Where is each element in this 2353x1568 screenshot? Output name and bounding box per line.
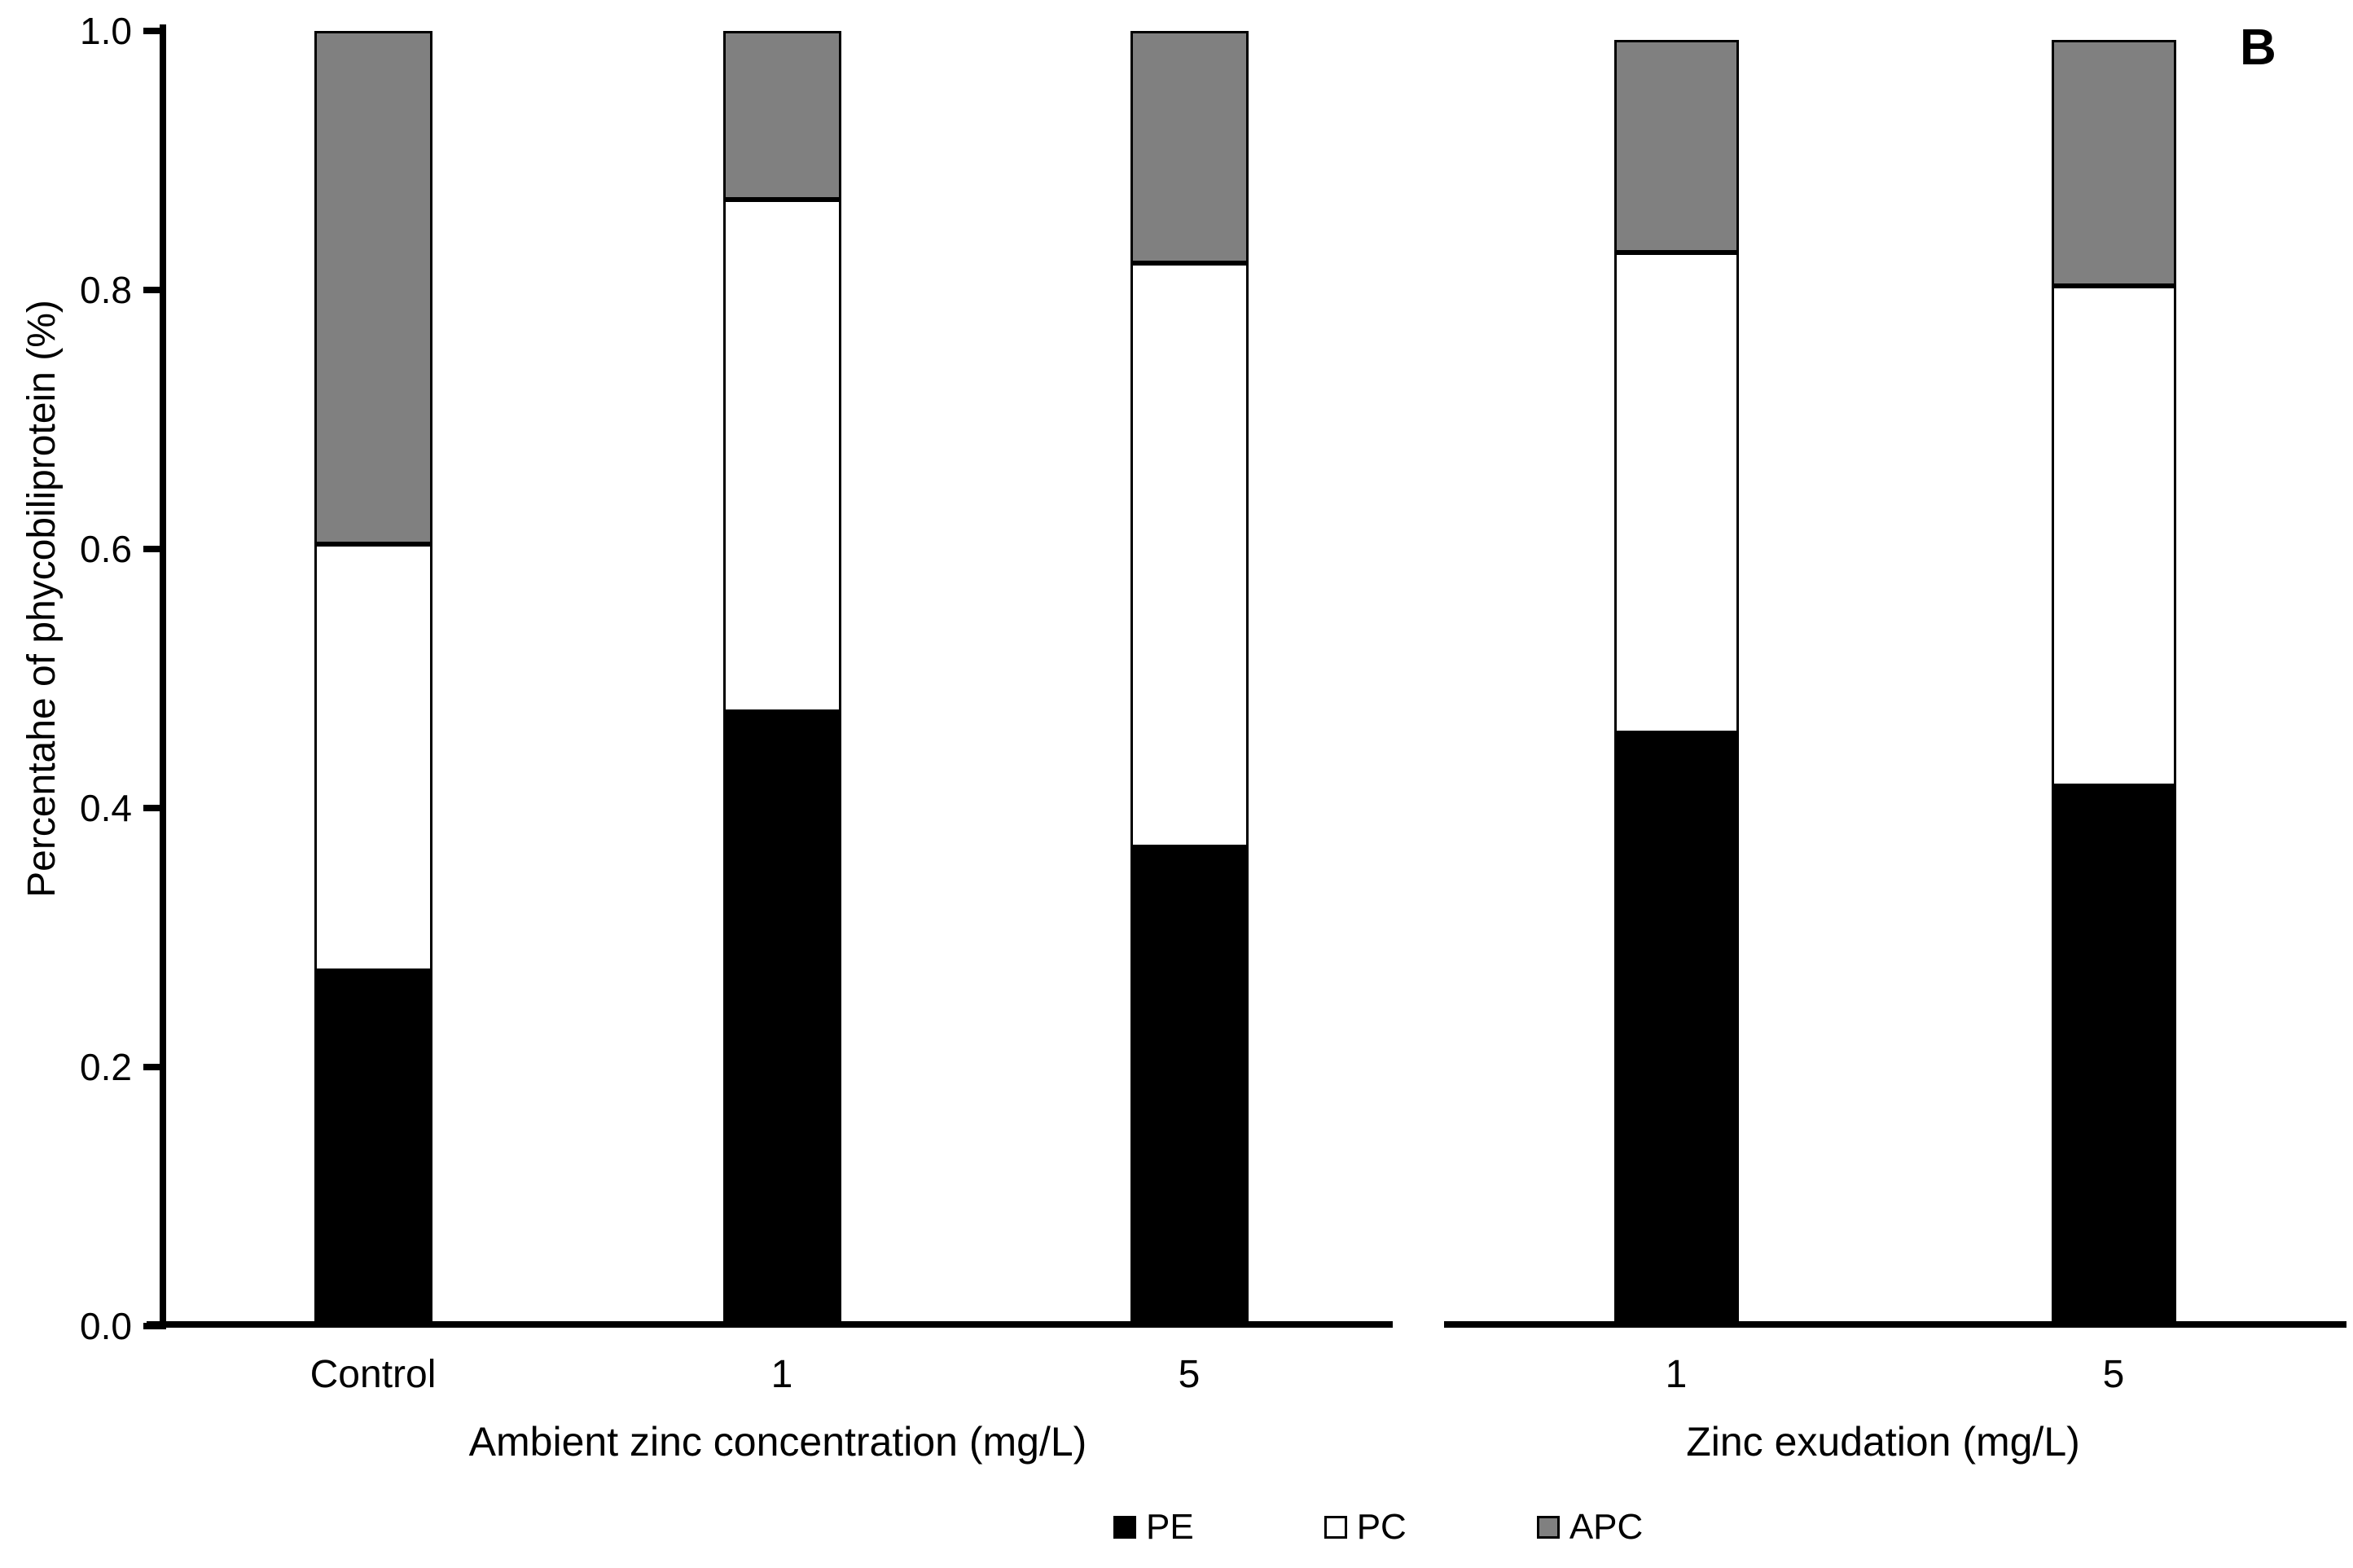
bar-segment-PC-panel2-5	[2051, 286, 2176, 786]
bar-segment-APC-panel1-1	[722, 31, 841, 200]
legend-marker-PC	[1324, 1516, 1347, 1539]
y-tick-label-0.2: 0.2	[80, 1046, 132, 1088]
category-label-panel1-1: 1	[770, 1353, 793, 1396]
x-axis-title-left: Ambient zinc concentration (mg/L)	[468, 1419, 1087, 1465]
y-tick-mark-0.4	[143, 805, 160, 811]
x-axis-line-right	[1444, 1321, 2346, 1328]
y-axis-title: Percentahe of phycobiliprotein (%)	[20, 300, 64, 898]
y-tick-mark-0.8	[143, 287, 160, 293]
y-tick-mark-0.6	[143, 546, 160, 552]
legend-label-PC: PC	[1356, 1507, 1407, 1547]
legend-item-PE: PE	[1113, 1509, 1194, 1545]
y-tick-label-0.8: 0.8	[80, 269, 132, 311]
y-tick-label-1.0: 1.0	[80, 10, 132, 52]
legend-label-APC: APC	[1569, 1507, 1644, 1547]
y-tick-mark-1.0	[143, 28, 160, 34]
y-tick-label-0.0: 0.0	[80, 1305, 132, 1347]
legend-label-PE: PE	[1146, 1507, 1194, 1547]
y-tick-label-0.4: 0.4	[80, 787, 132, 829]
legend: PE PC APC	[1113, 1507, 1644, 1547]
bar-segment-APC-panel2-1	[1613, 40, 1739, 253]
bar-segment-PE-panel2-5	[2051, 785, 2176, 1326]
category-label-panel1-Control: Control	[309, 1353, 437, 1396]
bar-segment-PC-panel1-5	[1130, 262, 1249, 847]
bar-segment-PC-panel1-Control	[314, 543, 432, 972]
legend-marker-PE	[1113, 1516, 1136, 1539]
y-tick-label-0.6: 0.6	[80, 528, 132, 570]
panel-letter: B	[2240, 20, 2276, 76]
legend-marker-APC	[1536, 1516, 1560, 1539]
legend-item-APC: APC	[1536, 1507, 1644, 1547]
bar-segment-PE-panel1-1	[722, 712, 841, 1326]
bar-segment-APC-panel2-5	[2051, 40, 2176, 287]
bar-segment-PC-panel2-1	[1613, 252, 1739, 733]
bar-segment-PE-panel1-5	[1130, 846, 1249, 1326]
bar-segment-PE-panel1-Control	[314, 971, 432, 1326]
y-tick-mark-0.2	[143, 1064, 160, 1070]
category-label-panel1-5: 5	[1178, 1353, 1201, 1396]
bar-segment-APC-panel1-Control	[314, 31, 432, 544]
category-label-panel2-5: 5	[2102, 1353, 2125, 1396]
category-label-panel2-1: 1	[1665, 1353, 1688, 1396]
y-axis-line	[160, 24, 166, 1329]
bar-segment-PE-panel2-1	[1613, 732, 1739, 1326]
bar-segment-APC-panel1-5	[1130, 31, 1249, 263]
legend-item-PC: PC	[1324, 1509, 1407, 1545]
x-axis-title-right: Zinc exudation (mg/L)	[1686, 1419, 2080, 1465]
bar-segment-PC-panel1-1	[722, 199, 841, 713]
